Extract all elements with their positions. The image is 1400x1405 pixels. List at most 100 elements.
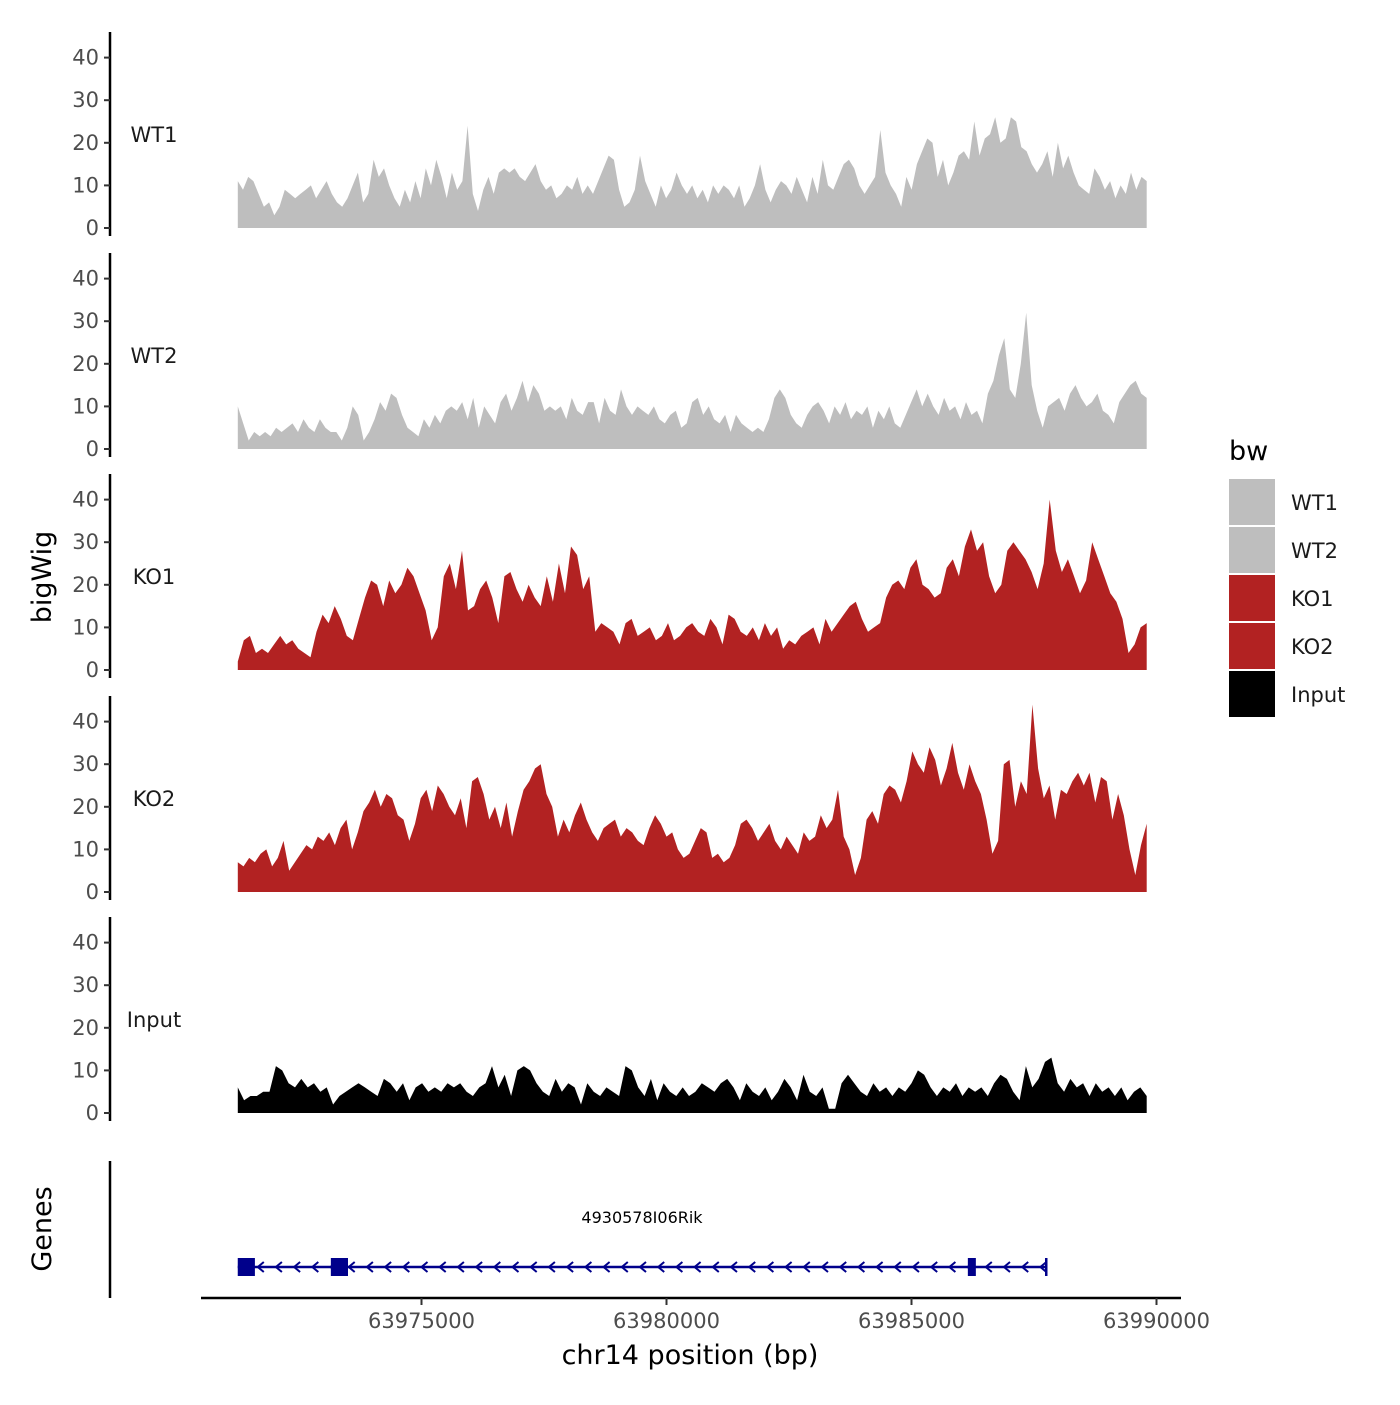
y-tick-label: 0: [86, 880, 99, 904]
strand-arrow: [292, 1261, 301, 1273]
strand-arrow: [747, 1261, 756, 1273]
legend-label-wt1: WT1: [1291, 491, 1338, 515]
gene-name-label: 4930578I06Rik: [581, 1208, 703, 1227]
strand-arrow: [947, 1261, 957, 1273]
legend-key-wt1: [1229, 479, 1275, 525]
legend-label-ko1: KO1: [1291, 587, 1334, 611]
strand-arrow: [401, 1261, 410, 1273]
y-tick-label: 20: [72, 352, 99, 376]
strand-arrow: [274, 1261, 283, 1273]
strand-arrow: [838, 1261, 847, 1273]
x-tick-label: 63975000: [368, 1309, 475, 1333]
legend-key-ko2: [1229, 623, 1275, 669]
y-tick-label: 40: [72, 710, 99, 734]
strand-arrow: [383, 1261, 392, 1273]
strand-arrow: [492, 1261, 501, 1273]
strand-arrow: [510, 1261, 520, 1273]
strand-arrow: [365, 1261, 374, 1273]
x-axis-title: chr14 position (bp): [562, 1340, 819, 1371]
strand-arrow: [529, 1261, 538, 1273]
x-tick-label: 63990000: [1103, 1309, 1210, 1333]
strand-arrow: [711, 1261, 720, 1273]
track-input: 0 10 20 30 40 Input: [72, 917, 1147, 1125]
strand-arrow: [1038, 1261, 1048, 1273]
y-tick-label: 10: [72, 394, 99, 418]
x-axis: 63975000 63980000 63985000 63990000: [201, 1296, 1210, 1333]
y-tick-label: 10: [72, 1058, 99, 1082]
strand-arrow: [620, 1261, 629, 1273]
strand-arrow: [656, 1261, 665, 1273]
legend-key-ko1: [1229, 575, 1275, 621]
strand-arrow: [256, 1261, 265, 1273]
y-tick-label: 20: [72, 795, 99, 819]
y-tick-label: 40: [72, 488, 99, 512]
strand-arrow: [820, 1261, 829, 1273]
track-label-input: Input: [127, 1008, 181, 1032]
strand-arrow: [802, 1261, 811, 1273]
x-tick-label: 63985000: [858, 1309, 965, 1333]
y-tick-label: 0: [86, 216, 99, 240]
y-tick-label: 30: [72, 88, 99, 112]
y-tick-label: 40: [72, 267, 99, 291]
strand-arrow: [984, 1261, 993, 1273]
strand-arrow: [474, 1261, 483, 1273]
y-tick-label: 10: [72, 615, 99, 639]
strand-arrow: [856, 1261, 866, 1273]
y-tick-label: 40: [72, 931, 99, 955]
strand-arrow: [456, 1261, 465, 1273]
area-wt1: [237, 117, 1147, 228]
area-wt2: [237, 312, 1147, 449]
legend-label-input: Input: [1291, 683, 1345, 707]
strand-arrow: [693, 1261, 702, 1273]
strand-arrow: [765, 1261, 775, 1273]
y-tick-label: 10: [72, 173, 99, 197]
legend-label-wt2: WT2: [1291, 539, 1338, 563]
y-tick-label: 20: [72, 573, 99, 597]
strand-arrow: [583, 1261, 593, 1273]
legend-label-ko2: KO2: [1291, 635, 1334, 659]
strand-arrow: [674, 1261, 684, 1273]
strand-arrow: [438, 1261, 447, 1273]
strand-arrow: [419, 1261, 429, 1273]
strand-arrow: [638, 1261, 647, 1273]
legend-key-input: [1229, 671, 1275, 717]
area-ko2: [237, 704, 1147, 892]
track-label-ko1: KO1: [133, 565, 176, 589]
y-tick-label: 30: [72, 973, 99, 997]
y-tick-label: 10: [72, 837, 99, 861]
y-tick-label: 0: [86, 1101, 99, 1125]
strand-arrow: [875, 1261, 884, 1273]
track-wt2: 0 10 20 30 40 WT2: [72, 253, 1147, 461]
strand-arrow: [911, 1261, 920, 1273]
y-tick-label: 20: [72, 131, 99, 155]
y-tick-label: 30: [72, 530, 99, 554]
exon: [330, 1258, 348, 1276]
strand-arrow: [929, 1261, 938, 1273]
y-tick-label: 0: [86, 437, 99, 461]
strand-arrow: [310, 1261, 319, 1273]
strand-arrow: [1002, 1261, 1011, 1273]
track-wt1: 0 10 20 30 40 WT1: [72, 32, 1147, 240]
track-label-wt1: WT1: [131, 123, 178, 147]
strand-arrow: [729, 1261, 738, 1273]
legend-key-wt2: [1229, 527, 1275, 573]
y-tick-label: 20: [72, 1016, 99, 1040]
genes-axis-title: Genes: [27, 1186, 58, 1271]
strand-arrow: [565, 1261, 574, 1273]
area-ko1: [237, 499, 1147, 670]
track-ko2: 0 10 20 30 40 KO2: [72, 696, 1147, 904]
strand-arrow: [893, 1261, 902, 1273]
gene-panel: 4930578I06Rik: [108, 1161, 1048, 1298]
strand-arrow: [602, 1261, 611, 1273]
legend-title: bw: [1229, 436, 1268, 467]
strand-arrow: [1020, 1261, 1029, 1273]
exon: [237, 1258, 255, 1276]
coverage-tracks: 0 10 20 30 40 WT1 0 10 20 30 40 WT2 0 10 20 30 40 KO1 0 10 2…: [72, 32, 1147, 1125]
strand-arrow: [347, 1261, 356, 1273]
strand-arrow: [547, 1261, 556, 1273]
track-ko1: 0 10 20 30 40 KO1: [72, 474, 1147, 682]
strand-arrow: [784, 1261, 793, 1273]
track-label-wt2: WT2: [131, 344, 178, 368]
